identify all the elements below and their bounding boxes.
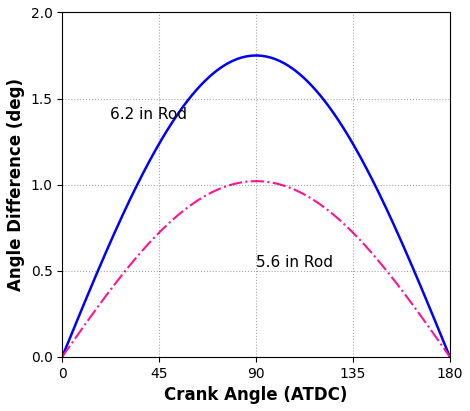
Text: 6.2 in Rod: 6.2 in Rod [110,107,187,122]
Y-axis label: Angle Difference (deg): Angle Difference (deg) [7,78,25,291]
X-axis label: Crank Angle (ATDC): Crank Angle (ATDC) [164,386,348,404]
Text: 5.6 in Rod: 5.6 in Rod [256,255,333,270]
